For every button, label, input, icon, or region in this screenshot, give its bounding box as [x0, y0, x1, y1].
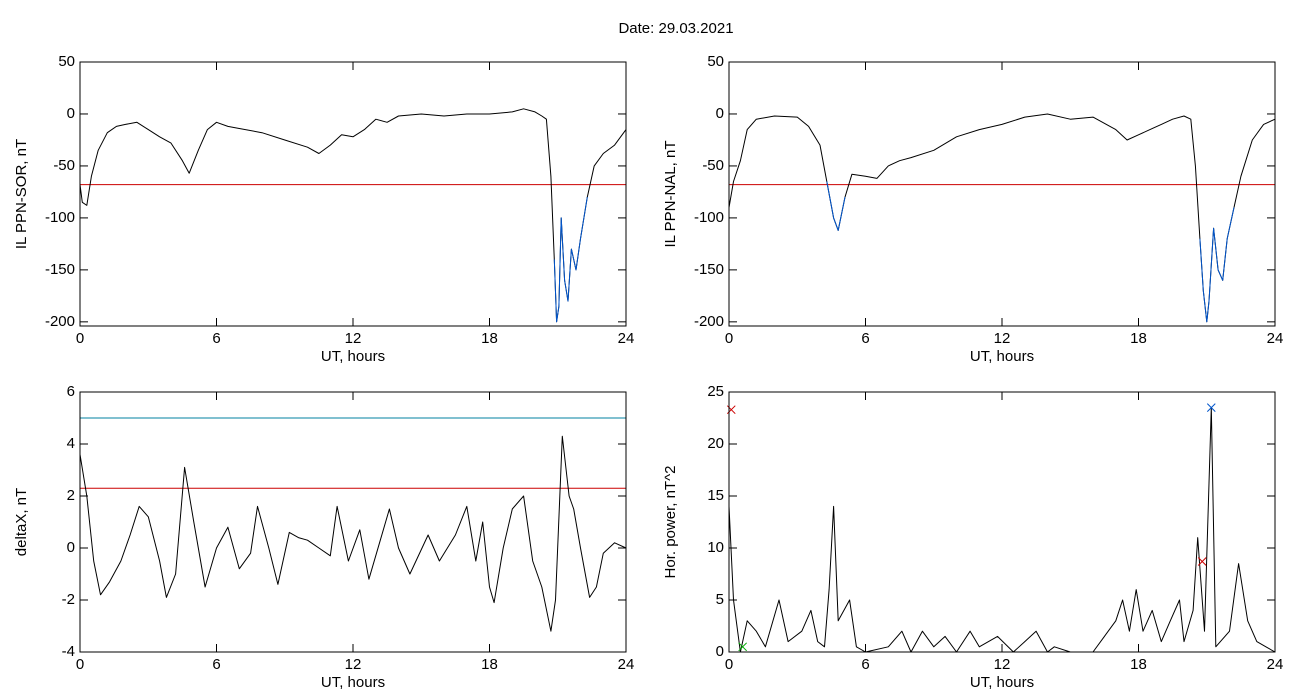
x-tick-label: 18 — [481, 330, 498, 347]
y-tick-label: 25 — [707, 383, 724, 400]
x-tick-label: 6 — [212, 330, 220, 347]
data-line — [79, 435, 627, 632]
y-tick-label: 0 — [67, 105, 75, 122]
x-tick-label: 12 — [345, 330, 362, 347]
y-tick-label: -200 — [45, 313, 75, 330]
x-tick-label: 6 — [861, 330, 869, 347]
x-tick-label: 18 — [1130, 656, 1147, 673]
y-tick-label: 0 — [67, 539, 75, 556]
data-line — [79, 108, 627, 323]
figure-title: Date: 29.03.2021 — [618, 20, 733, 37]
y-tick-label: -50 — [702, 157, 724, 174]
y-axis-label: IL PPN-SOR, nT — [13, 139, 30, 249]
y-axis-label: IL PPN-NAL, nT — [662, 141, 679, 248]
data-line — [1199, 207, 1235, 323]
y-tick-label: 10 — [707, 539, 724, 556]
plot-frame — [79, 391, 627, 653]
x-tick-label: 0 — [725, 330, 733, 347]
x-tick-label: 12 — [994, 330, 1011, 347]
x-tick-label: 24 — [618, 656, 635, 673]
data-line — [728, 113, 1276, 323]
y-tick-label: 6 — [67, 383, 75, 400]
x-tick-label: 24 — [1267, 330, 1284, 347]
x-tick-label: 12 — [345, 656, 362, 673]
marker — [738, 642, 748, 652]
x-tick-label: 0 — [76, 656, 84, 673]
x-tick-label: 18 — [1130, 330, 1147, 347]
x-axis-label: UT, hours — [321, 348, 385, 365]
x-axis-label: UT, hours — [970, 348, 1034, 365]
y-tick-label: 5 — [716, 591, 724, 608]
y-tick-label: 0 — [716, 105, 724, 122]
x-tick-label: 6 — [861, 656, 869, 673]
x-tick-label: 6 — [212, 656, 220, 673]
data-line — [728, 407, 1276, 653]
plot-frame — [79, 61, 627, 327]
y-tick-label: -150 — [45, 261, 75, 278]
x-tick-label: 12 — [994, 656, 1011, 673]
y-tick-label: -2 — [62, 591, 75, 608]
y-tick-label: 50 — [58, 53, 75, 70]
y-axis-label: Hor. power, nT^2 — [662, 466, 679, 579]
y-tick-label: 15 — [707, 487, 724, 504]
y-tick-label: -200 — [694, 313, 724, 330]
y-tick-label: 50 — [707, 53, 724, 70]
marker — [1206, 403, 1216, 412]
y-tick-label: -100 — [45, 209, 75, 226]
marker — [726, 405, 736, 415]
y-tick-label: 20 — [707, 435, 724, 452]
y-tick-label: -150 — [694, 261, 724, 278]
x-axis-label: UT, hours — [970, 674, 1034, 691]
x-tick-label: 24 — [618, 330, 635, 347]
x-tick-label: 18 — [481, 656, 498, 673]
marker — [1197, 557, 1207, 566]
y-tick-label: 4 — [67, 435, 75, 452]
y-tick-label: -50 — [53, 157, 75, 174]
x-tick-label: 24 — [1267, 656, 1284, 673]
x-tick-label: 0 — [725, 656, 733, 673]
plot-frame — [728, 391, 1276, 653]
y-tick-label: 0 — [716, 643, 724, 660]
x-axis-label: UT, hours — [321, 674, 385, 691]
data-line — [826, 181, 846, 231]
y-tick-label: -100 — [694, 209, 724, 226]
data-line — [553, 197, 588, 323]
x-tick-label: 0 — [76, 330, 84, 347]
plot-frame — [728, 61, 1276, 327]
y-tick-label: 2 — [67, 487, 75, 504]
y-tick-label: -4 — [62, 643, 75, 660]
y-axis-label: deltaX, nT — [13, 488, 30, 556]
